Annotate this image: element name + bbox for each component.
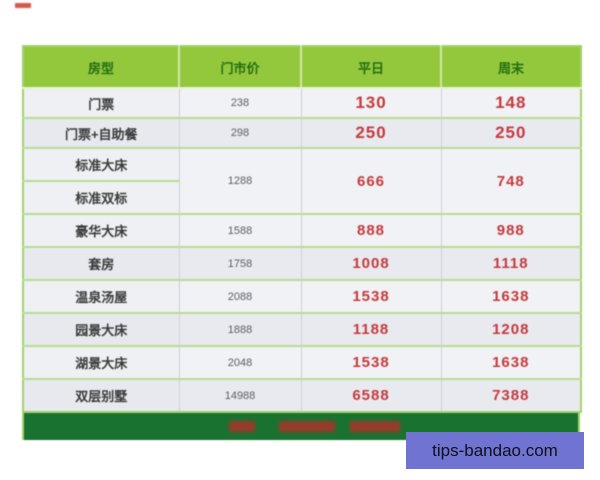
- room-type-cell: 门票+自助餐: [23, 117, 179, 148]
- list-price-cell: 2088: [178, 279, 301, 313]
- room-type-cell: 温泉汤屋: [23, 279, 179, 313]
- room-type-cell: 标准大床: [23, 147, 179, 181]
- list-price-cell: 14988: [178, 378, 301, 412]
- weekday-price-cell: 1538: [300, 345, 441, 379]
- column-header-weekday: 平日: [300, 46, 441, 89]
- room-type-cell: 门票: [23, 87, 179, 118]
- column-header-room-type: 房型: [23, 46, 179, 89]
- weekend-price-cell: 148: [440, 87, 581, 118]
- price-table-area: 房型 门市价 平日 周末 门票 238 130 148 门票+自助餐 298 2…: [22, 45, 582, 440]
- room-type-cell: 园景大床: [23, 312, 179, 346]
- watermark-badge: tips-bandao.com: [406, 432, 584, 469]
- weekday-price-cell: 130: [300, 87, 441, 118]
- weekend-price-cell: 250: [440, 117, 581, 148]
- weekend-price-cell: 1208: [440, 312, 581, 346]
- list-price-cell: 1888: [178, 312, 301, 346]
- weekday-price-cell: 1538: [300, 279, 441, 313]
- list-price-cell: 1758: [178, 246, 301, 280]
- weekday-price-cell: 6588: [300, 378, 441, 412]
- weekday-price-cell: 888: [300, 213, 441, 247]
- header-row: 房型 门市价 平日 周末: [23, 46, 581, 89]
- table-row: 园景大床 1888 1188 1208: [23, 312, 581, 346]
- weekend-price-cell: 1638: [440, 345, 581, 379]
- room-type-cell: 套房: [23, 246, 179, 280]
- column-header-list-price: 门市价: [178, 46, 301, 89]
- room-type-cell: 豪华大床: [23, 213, 179, 247]
- weekday-price-cell: 250: [300, 117, 441, 148]
- list-price-cell: 298: [178, 117, 301, 148]
- table-row: 标准大床 1288 666 748: [23, 147, 581, 214]
- weekday-price-cell: 1008: [300, 246, 441, 280]
- blurred-red-text: [350, 421, 400, 432]
- weekend-price-cell: 1638: [440, 279, 581, 313]
- weekend-price-cell-merged: 748: [440, 147, 581, 214]
- table-row: 门票 238 130 148: [23, 87, 581, 118]
- price-table: 房型 门市价 平日 周末 门票 238 130 148 门票+自助餐 298 2…: [22, 45, 582, 413]
- weekend-price-cell: 7388: [440, 378, 581, 412]
- room-type-cell: 双层别墅: [23, 378, 179, 412]
- table-row: 门票+自助餐 298 250 250: [23, 117, 581, 148]
- weekend-price-cell: 1118: [440, 246, 581, 280]
- column-header-weekend: 周末: [440, 46, 581, 89]
- table-row: 湖景大床 2048 1538 1638: [23, 345, 581, 379]
- list-price-cell: 2048: [178, 345, 301, 379]
- table-row: 套房 1758 1008 1118: [23, 246, 581, 280]
- table-row: 双层别墅 14988 6588 7388: [23, 378, 581, 412]
- weekday-price-cell-merged: 666: [300, 147, 441, 214]
- weekend-price-cell: 988: [440, 213, 581, 247]
- list-price-cell-merged: 1288: [178, 147, 301, 214]
- list-price-cell: 1588: [178, 213, 301, 247]
- room-type-cell: 标准双标: [23, 180, 179, 214]
- blurred-red-text: [279, 421, 335, 432]
- table-row: 标准双标: [23, 180, 581, 214]
- room-type-cell: 湖景大床: [23, 345, 179, 379]
- table-row: 温泉汤屋 2088 1538 1638: [23, 279, 581, 313]
- table-row: 豪华大床 1588 888 988: [23, 213, 581, 247]
- list-price-cell: 238: [178, 87, 301, 118]
- weekday-price-cell: 1188: [300, 312, 441, 346]
- top-left-red-mark: [15, 3, 31, 8]
- blurred-red-text: [229, 421, 255, 432]
